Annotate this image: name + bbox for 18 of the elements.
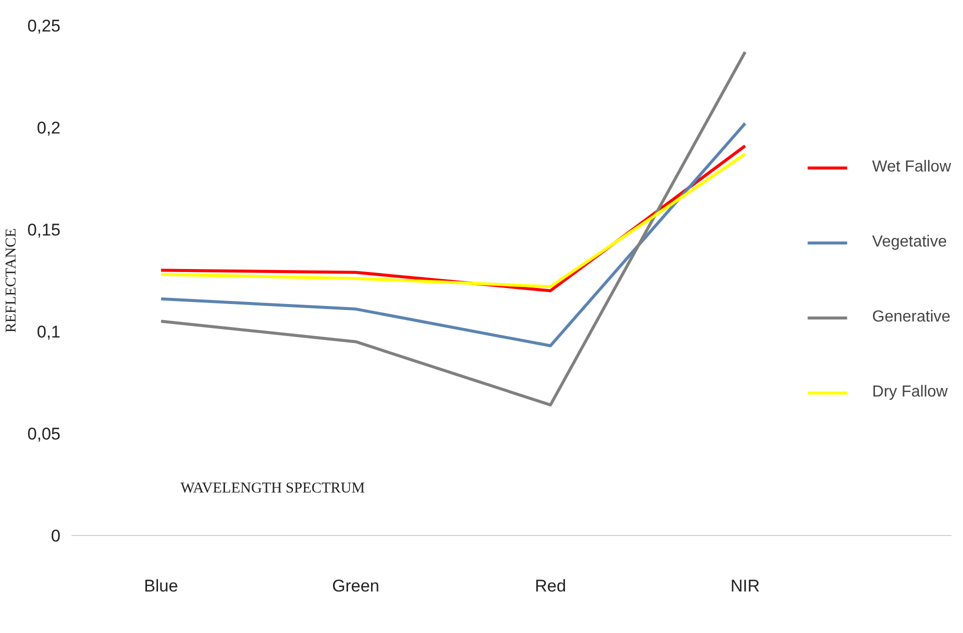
line-series <box>160 122 747 348</box>
line-series <box>160 50 747 406</box>
y-tick-label: 0 <box>51 526 61 546</box>
y-tick-label: 0,1 <box>36 322 61 342</box>
x-tick-label: Green <box>332 576 380 596</box>
x-tick-label: NIR <box>730 576 760 596</box>
legend-label: Generative <box>872 308 950 326</box>
x-tick-label: Blue <box>144 576 178 596</box>
y-tick-label: 0,25 <box>27 16 61 36</box>
legend-label: Vegetative <box>872 234 947 252</box>
legend-label: Dry Fallow <box>872 384 948 402</box>
y-tick-label: 0,05 <box>27 424 61 444</box>
y-tick-label: 0,15 <box>27 220 61 240</box>
x-axis-title: WAVELENGTH SPECTRUM <box>180 480 365 497</box>
y-tick-label: 0,2 <box>36 118 61 138</box>
y-axis-title: REFLECTANCE <box>3 228 20 333</box>
legend-label: Wet Fallow <box>872 158 951 176</box>
x-tick-label: Red <box>534 576 566 596</box>
